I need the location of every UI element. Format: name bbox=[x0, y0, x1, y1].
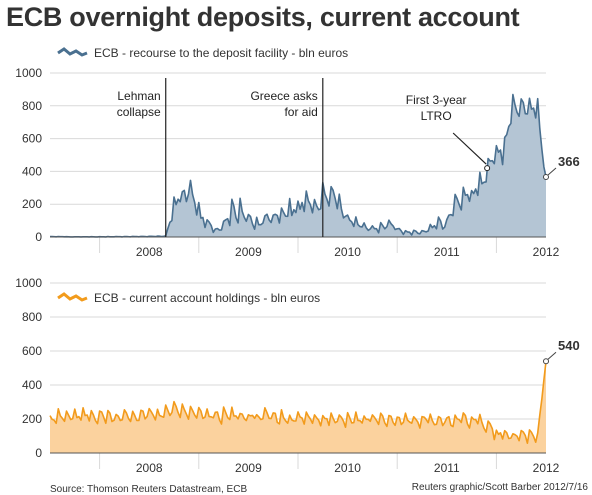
event-label: collapse bbox=[117, 105, 161, 119]
series-line bbox=[50, 93, 547, 238]
y-tick-label: 400 bbox=[22, 378, 42, 392]
x-tick-label: 2012 bbox=[533, 245, 560, 259]
y-tick-label: 600 bbox=[22, 132, 42, 146]
footer-credit: Reuters graphic/Scott Barber 2012/7/16 bbox=[412, 482, 589, 493]
y-tick-label: 600 bbox=[22, 344, 42, 358]
y-tick-label: 800 bbox=[22, 99, 42, 113]
series-area bbox=[50, 361, 546, 453]
x-tick-label: 2010 bbox=[334, 245, 361, 259]
legend-text: ECB - current account holdings - bln eur… bbox=[94, 291, 320, 305]
y-tick-label: 800 bbox=[22, 310, 42, 324]
chart-title: ECB overnight deposits, current account bbox=[6, 2, 520, 32]
end-value-label: 366 bbox=[558, 154, 580, 169]
y-tick-label: 200 bbox=[22, 197, 42, 211]
event-label: for aid bbox=[284, 105, 317, 119]
y-tick-label: 400 bbox=[22, 164, 42, 178]
x-tick-label: 2011 bbox=[434, 461, 460, 475]
legend-swatch bbox=[57, 292, 88, 302]
event-label: Greece asks bbox=[250, 89, 317, 103]
annotation-marker bbox=[484, 165, 491, 172]
y-tick-label: 1000 bbox=[15, 276, 42, 290]
x-tick-label: 2008 bbox=[136, 245, 163, 259]
end-value-label: 540 bbox=[558, 338, 580, 353]
legend-swatch bbox=[57, 47, 88, 57]
y-tick-label: 0 bbox=[35, 446, 42, 460]
annotation-label: First 3-year bbox=[406, 93, 467, 107]
x-tick-label: 2008 bbox=[136, 461, 163, 475]
deposit-facility-chart: 0 200 400 600 800 1000 2008 2009 2010 2011 2012 ECB… bbox=[15, 46, 579, 259]
end-leader bbox=[547, 167, 557, 176]
series-line bbox=[49, 361, 547, 444]
current-account-chart: 0 200 400 600 800 1000 2008 2009 2010 2011 2012 ECB… bbox=[15, 276, 579, 475]
end-leader bbox=[547, 351, 557, 360]
x-tick-label: 2010 bbox=[334, 461, 361, 475]
annotation-arrow bbox=[452, 132, 487, 165]
y-tick-label: 0 bbox=[35, 230, 42, 244]
y-tick-label: 200 bbox=[22, 412, 42, 426]
legend-text: ECB - recourse to the deposit facility -… bbox=[94, 46, 348, 60]
x-tick-label: 2009 bbox=[235, 245, 262, 259]
annotation-label: LTRO bbox=[421, 109, 452, 123]
x-tick-label: 2011 bbox=[434, 245, 460, 259]
footer-source: Source: Thomson Reuters Datastream, ECB bbox=[50, 484, 247, 495]
x-tick-label: 2009 bbox=[235, 461, 262, 475]
end-marker bbox=[543, 358, 549, 365]
y-tick-label: 1000 bbox=[15, 66, 42, 80]
x-tick-label: 2012 bbox=[533, 461, 560, 475]
event-label: Lehman bbox=[117, 89, 160, 103]
end-marker bbox=[543, 173, 549, 180]
legend: ECB - current account holdings - bln eur… bbox=[57, 291, 320, 305]
legend: ECB - recourse to the deposit facility -… bbox=[57, 46, 348, 60]
